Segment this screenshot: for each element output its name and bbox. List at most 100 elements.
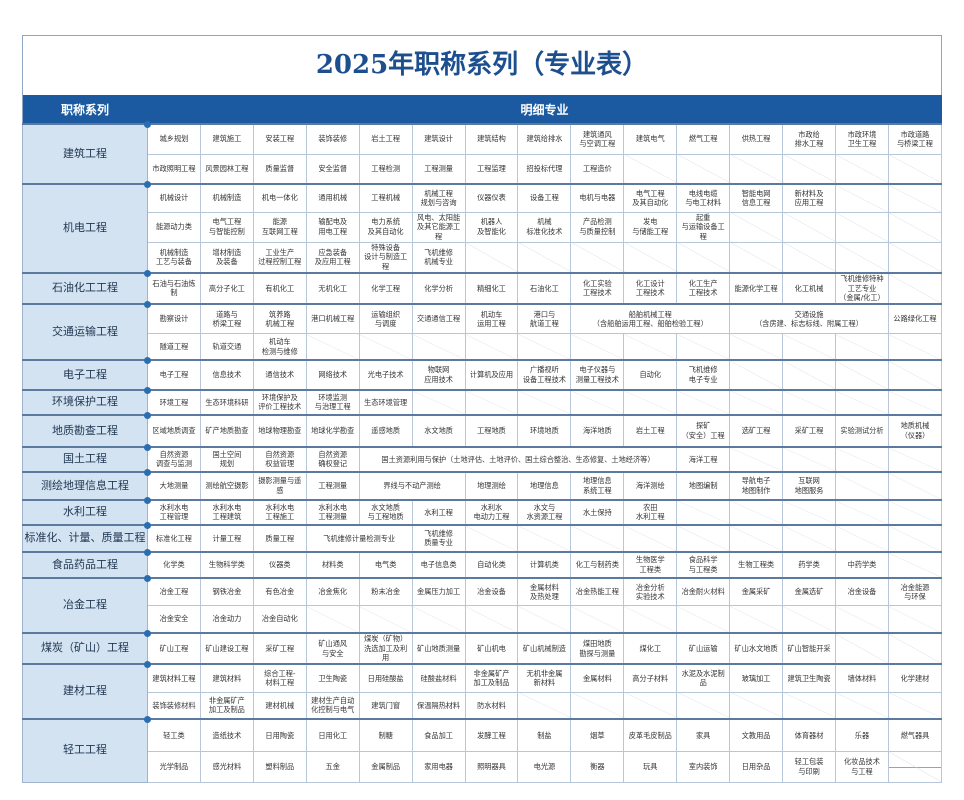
specialty-name: 工程测量 (424, 163, 453, 173)
specialty-name: 地理测绘 (477, 481, 506, 491)
specialty-name: 建筑卫生陶瓷 (787, 673, 831, 683)
table-row: 交通运输工程 勘察设计 道路与 桥梁工程 筑养路 机械工程 港口机械工程 运输组织 与调度… (22, 301, 943, 361)
specialty-cell: 设备工程 (517, 183, 572, 213)
series-label: 水利工程 (22, 497, 152, 526)
specialty-name: 飞机维修 机械专业 (424, 247, 453, 267)
specialty-cell: 金属材料 (570, 663, 625, 693)
specialty-cell: 风电、太阳能 及其它能源工程 (411, 211, 466, 243)
empty-cell (782, 523, 836, 553)
specialty-name: 信息技术 (212, 370, 242, 380)
empty-cell (517, 523, 572, 553)
specialty-cell: 体育器材 (782, 718, 836, 752)
specialty-name: 制盐 (537, 730, 552, 740)
specialty-name: 测绘航空摄影 (205, 481, 249, 491)
specialty-cell: 中药学类 (834, 550, 889, 579)
specialty-cell: 工程监理 (464, 153, 519, 185)
series-label: 煤炭（矿山）工程 (22, 630, 152, 665)
specialty-cell: 工程测量 (305, 470, 360, 501)
specialty-name: 矿山地质测量 (417, 643, 461, 653)
specialty-name: 无机非金属 新材料 (526, 668, 563, 688)
specialty-cell: 轨道交通 (199, 333, 254, 361)
specialty-cell: 化工生产 工程技术 (676, 271, 731, 305)
specialty-cell: 玻璃加工 (729, 663, 784, 693)
specialty-name: 化工设计 工程技术 (635, 278, 665, 298)
specialty-name: 冶金设备 (847, 587, 877, 597)
specialty-name: 化妆品技术 与工程 (843, 756, 880, 776)
empty-cell (570, 388, 625, 416)
empty-cell (782, 153, 836, 185)
specialty-name: 综合工程- 材料工程 (264, 668, 296, 688)
empty-cell (782, 241, 836, 274)
specialty-name: 金属材料 及热处理 (530, 582, 559, 602)
empty-cell (358, 605, 413, 634)
empty-cell (887, 498, 943, 526)
specialty-name: 塑料制品 (265, 761, 295, 771)
specialty-name: 隧道工程 (159, 341, 189, 351)
specialty-name: 金属压力加工 (417, 587, 461, 597)
specialty-cell: 农田 水利工程 (623, 498, 678, 526)
specialty-cell: 国土空间 规划 (199, 445, 254, 473)
specialty-cell: 地质机械 （仪器） (887, 413, 943, 448)
specialty-cell: 质量工程 (252, 523, 307, 553)
specialty-name: 网络技术 (318, 370, 348, 380)
specialty-cell: 新材料及 应用工程 (782, 183, 836, 213)
specialty-name: 生物科学类 (208, 560, 245, 570)
specialty-name: 国土空间 规划 (212, 449, 242, 469)
specialty-cell: 工程测量 (411, 153, 466, 185)
specialty-cell: 建筑通风 与空调工程 (570, 123, 625, 155)
specialty-name: 输配电及 用电工程 (318, 217, 348, 237)
specialty-cell: 广播视听 设备工程技术 (517, 358, 572, 391)
specialty-name: 矿山通风 与安全 (318, 638, 348, 658)
specialty-cell: 城乡规划 (147, 123, 201, 155)
specialty-cell: 墙体材料 (834, 663, 889, 693)
specialty-cell: 通用机械 (305, 183, 360, 213)
specialty-cell: 建筑给排水 (517, 123, 572, 155)
specialty-cell: 无机化工 (305, 271, 360, 305)
specialty-name: 区域地质调查 (152, 426, 196, 436)
empty-cell (623, 691, 678, 720)
specialty-name: 风电、太阳能 及其它能源工程 (417, 212, 461, 241)
table-row: 电子工程 电子工程 信息技术 通信技术 网络技术 光电子技术 物联网 应用技术 计算机及应用广… (22, 357, 943, 391)
specialty-cell: 发电 与储能工程 (623, 211, 678, 243)
specialty-name: 机电一体化 (261, 193, 298, 203)
empty-cell (570, 691, 625, 720)
specialty-name: 通信技术 (265, 370, 295, 380)
specialty-cell: 计算机类 (517, 550, 572, 579)
specialty-cell: 感光材料 (199, 750, 254, 783)
specialty-cell: 水泥及水泥制品 (676, 663, 731, 693)
empty-cell (623, 388, 678, 416)
empty-cell (887, 333, 943, 361)
specialty-name: 化工与制药类 (575, 560, 619, 570)
specialty-cell: 船舶机械工程 （含船舶运用工程、船舶检验工程） (570, 302, 731, 335)
specialty-name: 工业生产 过程控制工程 (258, 247, 302, 267)
specialty-name: 中药学类 (847, 560, 877, 570)
specialty-cell: 电子仪器与 测量工程技术 (570, 358, 625, 391)
specialty-name: 文教用品 (741, 730, 771, 740)
specialty-name: 环境监测 与治理工程 (314, 392, 351, 412)
empty-cell (517, 333, 572, 361)
specialty-cell: 装饰装修材料 (147, 691, 201, 720)
specialty-name: 机械制造 工艺与装备 (155, 247, 192, 267)
specialty-cell: 发酵工程 (464, 718, 519, 752)
table-row: 冶金工程 冶金工程 钢铁冶金 有色冶金 冶金焦化 粉末冶金 金属压力加工 冶金设备 金属材料 及… (22, 575, 943, 634)
specialty-name: 水泥及水泥制品 (681, 668, 725, 688)
specialty-cell: 有色冶金 (252, 576, 307, 607)
specialty-cell: 地球物理勘查 (252, 413, 307, 448)
specialty-name: 化学类 (163, 560, 185, 570)
specialty-cell: 水利水电 工程建筑 (199, 498, 254, 526)
specialty-cell: 水利水电 工程测量 (305, 498, 360, 526)
specialty-name: 水文地质 与工程地质 (367, 502, 404, 522)
specialty-name: 应急装备 及应用工程 (314, 247, 351, 267)
specialty-cell: 水文地质 (411, 413, 466, 448)
specialty-name: 金属选矿 (794, 587, 824, 597)
empty-cell (887, 750, 943, 783)
specialty-cell: 海洋工程 (676, 445, 731, 473)
specialty-name: 光电子技术 (367, 370, 404, 380)
specialty-name: 水文地质 (424, 426, 453, 436)
specialty-name: 装饰装修材料 (152, 700, 196, 710)
specialty-name: 矿山工程 (159, 643, 189, 653)
specialty-cell: 电力系统 及其自动化 (358, 211, 413, 243)
specialty-name: 自动化类 (477, 560, 506, 570)
specialty-name: 有色冶金 (265, 587, 295, 597)
specialty-name: 供热工程 (741, 134, 771, 144)
